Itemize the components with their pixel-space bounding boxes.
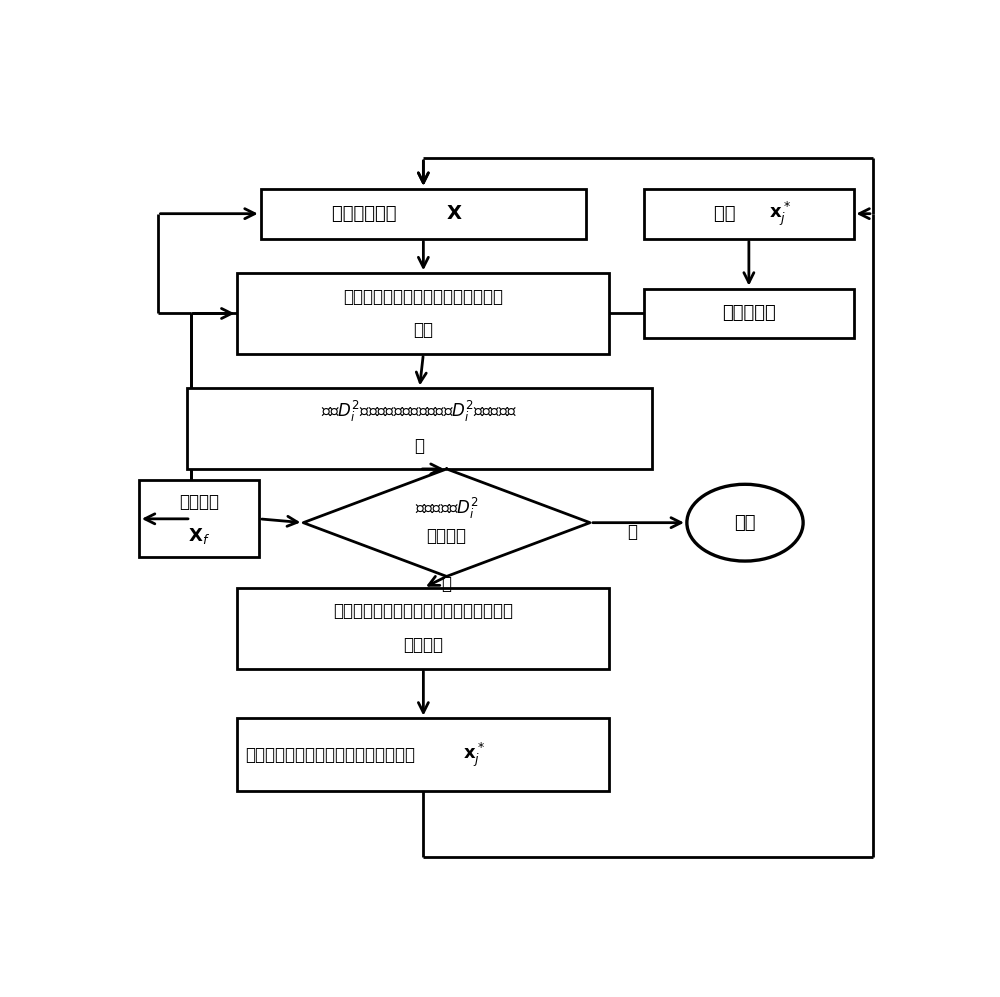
- Text: 是: 是: [442, 575, 452, 593]
- Text: 计算$D_i^2$统计量并定义正常数据的$D_i^2$统计量控制: 计算$D_i^2$统计量并定义正常数据的$D_i^2$统计量控制: [321, 399, 518, 425]
- Text: 故障数据: 故障数据: [179, 493, 219, 510]
- Text: 是否超限: 是否超限: [427, 527, 467, 545]
- FancyBboxPatch shape: [237, 719, 609, 792]
- Text: 故障数据的$D_i^2$: 故障数据的$D_i^2$: [415, 497, 479, 521]
- Text: $\mathbf{x}_j^*$: $\mathbf{x}_j^*$: [463, 741, 485, 769]
- Text: 故障变量库: 故障变量库: [722, 304, 776, 322]
- Text: 正常过程数据: 正常过程数据: [332, 204, 408, 222]
- FancyBboxPatch shape: [237, 588, 609, 669]
- FancyBboxPatch shape: [261, 188, 586, 238]
- Text: $\mathbf{x}_j^*$: $\mathbf{x}_j^*$: [769, 199, 791, 228]
- Text: $\mathbf{X}_f$: $\mathbf{X}_f$: [188, 525, 210, 545]
- Text: 限: 限: [415, 437, 424, 455]
- Text: 成分: 成分: [413, 321, 433, 339]
- Text: 移除: 移除: [714, 204, 741, 222]
- Text: 量贡献度: 量贡献度: [403, 636, 443, 654]
- Text: 否: 否: [628, 522, 638, 541]
- FancyBboxPatch shape: [644, 188, 854, 238]
- Text: X: X: [447, 204, 462, 223]
- Text: 提取每类数据故障方向计算类内判别: 提取每类数据故障方向计算类内判别: [343, 287, 503, 306]
- FancyBboxPatch shape: [187, 389, 652, 469]
- Ellipse shape: [687, 485, 803, 561]
- FancyBboxPatch shape: [237, 273, 609, 354]
- Text: 通过衡量贡献度比值选取最终要的变量: 通过衡量贡献度比值选取最终要的变量: [246, 746, 416, 764]
- Polygon shape: [303, 469, 590, 576]
- Text: 计算故障数据和正常数据在故障方向的变: 计算故障数据和正常数据在故障方向的变: [333, 602, 513, 620]
- Text: 停止: 停止: [734, 513, 756, 531]
- FancyBboxPatch shape: [139, 481, 259, 557]
- FancyBboxPatch shape: [644, 288, 854, 338]
